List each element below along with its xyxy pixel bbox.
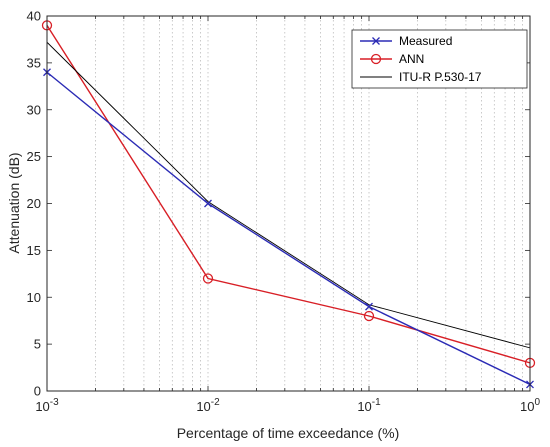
series-itu-r-p-530-17 xyxy=(46,41,531,349)
y-tick-label: 35 xyxy=(27,55,41,70)
y-tick-label: 15 xyxy=(27,243,41,258)
x-tick-label: 10-3 xyxy=(35,397,59,414)
y-tick-label: 0 xyxy=(34,384,41,399)
data-point xyxy=(202,273,214,284)
y-tick-label: 30 xyxy=(27,102,41,117)
series-measured xyxy=(43,68,534,389)
axis-ticks: 10-3 10-2 10-1 100 0 5 10 15 20 25 30 35 40 xyxy=(27,9,541,415)
y-tick-label: 40 xyxy=(27,9,41,24)
x-tick-label: 10-2 xyxy=(196,397,220,414)
series-line xyxy=(46,41,531,349)
y-tick-label: 5 xyxy=(34,337,41,352)
x-tick-label: 10-1 xyxy=(357,397,381,414)
y-tick-label: 20 xyxy=(27,196,41,211)
legend-label: ANN xyxy=(399,52,424,66)
data-point xyxy=(363,310,375,322)
grid-lines xyxy=(95,16,523,391)
x-axis-label: Percentage of time exceedance (%) xyxy=(177,425,400,441)
legend-label: ITU-R P.530-17 xyxy=(399,70,482,84)
legend: Measured ANN ITU-R P.530-17 xyxy=(351,29,528,89)
x-tick-label: 100 xyxy=(520,397,540,414)
data-point xyxy=(204,199,212,208)
y-tick-label: 10 xyxy=(27,290,41,305)
y-axis-label: Attenuation (dB) xyxy=(6,152,22,253)
legend-label: Measured xyxy=(399,34,452,48)
series-line xyxy=(46,24,531,364)
legend-marker xyxy=(370,53,382,65)
y-tick-label: 25 xyxy=(27,149,41,164)
legend-marker xyxy=(372,37,380,45)
data-point xyxy=(365,302,373,311)
series-line xyxy=(46,71,531,386)
